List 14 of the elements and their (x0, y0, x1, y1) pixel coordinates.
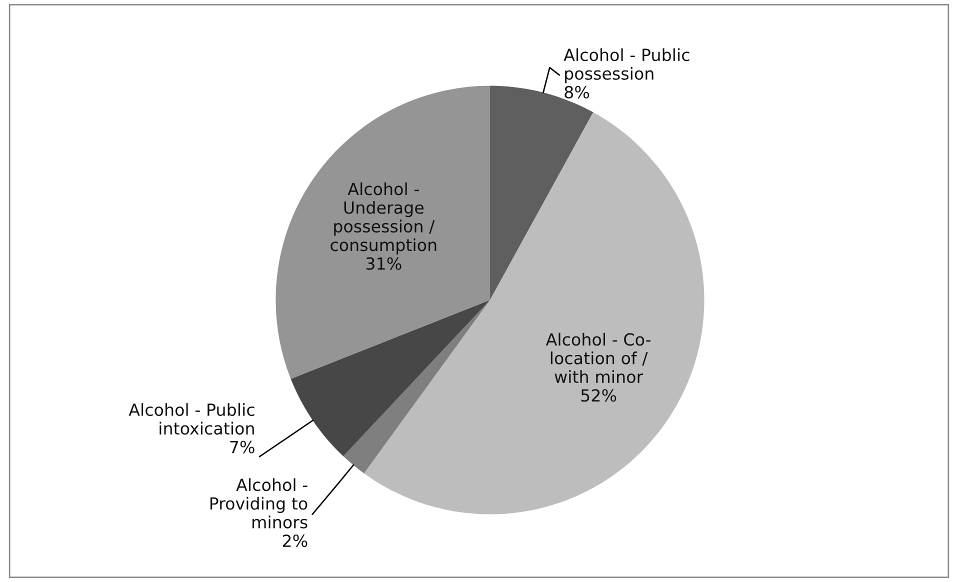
pie-slice (290, 300, 490, 456)
data-label: 52% (581, 389, 616, 402)
data-label: 8% (564, 86, 590, 98)
pie-slice (276, 86, 490, 379)
data-label: 31% (366, 257, 402, 270)
slice-label: Alcohol - Public intoxication (128, 403, 254, 435)
slice-label: Alcohol - Co- location of / with minor (546, 332, 651, 384)
data-label: 7% (230, 440, 254, 454)
slice-label: Alcohol - Underage possession / consumption (330, 182, 436, 254)
pie-slice (343, 300, 490, 474)
slice-label: Alcohol - Providing to minors (210, 478, 308, 528)
slice-label: Alcohol - Public possession (564, 48, 690, 84)
pie-slice (490, 86, 594, 300)
data-label: 2% (282, 534, 308, 548)
